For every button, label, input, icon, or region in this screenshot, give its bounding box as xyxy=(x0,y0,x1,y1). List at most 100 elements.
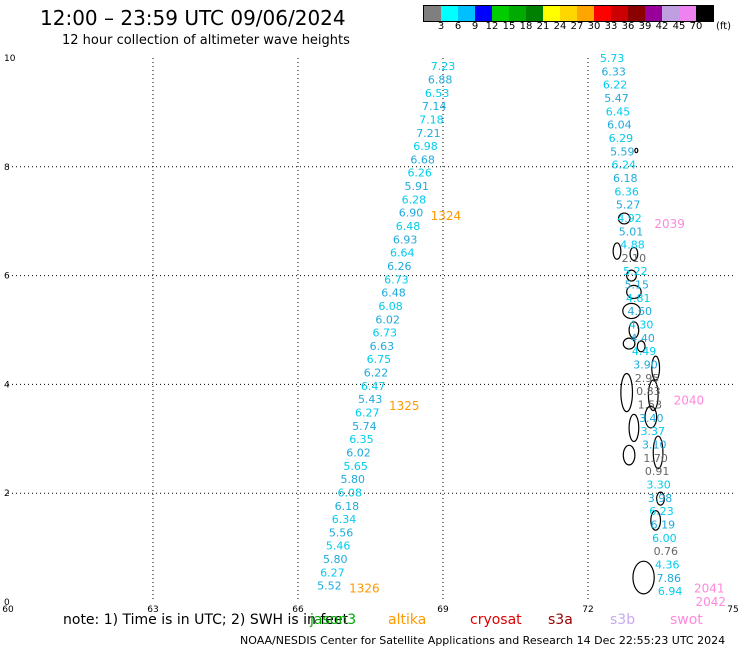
island-outline xyxy=(650,510,662,531)
wave-height-label: 6.26 xyxy=(387,260,412,273)
color-swatch xyxy=(645,6,662,21)
island-outline xyxy=(634,147,639,154)
color-scale-label: 33 xyxy=(604,21,618,32)
wave-height-label: 3.10 xyxy=(642,439,667,452)
wave-height-label: 4.40 xyxy=(630,332,655,345)
color-scale-label: 42 xyxy=(655,21,669,32)
wave-height-label: 4.88 xyxy=(620,239,645,252)
color-scale-label: 18 xyxy=(519,21,533,32)
time-label: 2042 xyxy=(696,595,727,609)
wave-height-label: 6.53 xyxy=(425,87,450,100)
wave-height-label: 6.47 xyxy=(361,380,386,393)
wave-height-label: 6.36 xyxy=(614,185,639,198)
wave-height-label: 6.48 xyxy=(396,220,421,233)
color-swatch xyxy=(628,6,645,21)
wave-height-label: 5.47 xyxy=(604,92,629,105)
wave-height-label: 5.43 xyxy=(358,393,383,406)
wave-height-label: 6.93 xyxy=(393,233,418,246)
wave-height-label: 6.94 xyxy=(658,585,683,598)
color-scale-label: 15 xyxy=(502,21,516,32)
color-swatch xyxy=(441,6,458,21)
satellite-legend-item: jason3 xyxy=(310,612,357,628)
wave-height-label: 5.01 xyxy=(619,225,644,238)
y-tick-label: 10 xyxy=(4,54,16,64)
x-tick-label: 63 xyxy=(147,605,158,615)
color-swatch xyxy=(458,6,475,21)
wave-height-label: 5.91 xyxy=(405,180,430,193)
wave-height-label: 6.02 xyxy=(346,446,371,459)
wave-height-label: 6.08 xyxy=(338,486,363,499)
color-scale-label: 12 xyxy=(485,21,499,32)
wave-height-label: 5.59 xyxy=(610,145,635,158)
color-swatch xyxy=(662,6,679,21)
island-outline xyxy=(656,491,665,506)
wave-height-label: 1.70 xyxy=(643,452,668,465)
x-tick-label: 72 xyxy=(582,605,593,615)
wave-height-label: 6.27 xyxy=(355,407,380,420)
wave-height-label: 6.18 xyxy=(613,172,638,185)
color-swatch xyxy=(594,6,611,21)
wave-height-label: 6.00 xyxy=(652,532,677,545)
island-outline xyxy=(644,405,658,429)
wave-height-label: 7.14 xyxy=(422,100,447,113)
wave-height-label: 6.08 xyxy=(378,300,403,313)
island-outline xyxy=(652,435,664,470)
wave-height-label: 5.73 xyxy=(600,52,625,65)
wave-height-label: 6.04 xyxy=(607,119,632,132)
island-outline xyxy=(632,560,655,595)
wave-height-label: 6.22 xyxy=(603,79,628,92)
color-scale-label: 30 xyxy=(587,21,601,32)
color-swatch xyxy=(679,6,696,21)
x-tick-label: 66 xyxy=(292,605,304,615)
wave-height-label: 4.81 xyxy=(626,292,651,305)
wave-height-label: 5.65 xyxy=(343,460,368,473)
x-tick-label: 60 xyxy=(2,605,14,615)
color-scale-label: 24 xyxy=(553,21,567,32)
wave-height-label: 6.34 xyxy=(332,513,357,526)
wave-height-label: 7.86 xyxy=(656,572,681,585)
wave-height-label: 5.46 xyxy=(326,540,351,553)
island-outline xyxy=(626,269,637,282)
y-tick-label: 4 xyxy=(4,380,10,390)
wave-height-label: 6.33 xyxy=(601,65,626,78)
wave-height-label: 6.68 xyxy=(410,153,435,166)
wave-height-label: 4.49 xyxy=(632,345,657,358)
wave-height-label: 6.24 xyxy=(612,159,637,172)
time-label: 1325 xyxy=(389,399,420,413)
island-outline xyxy=(626,284,642,300)
satellite-legend-item: s3a xyxy=(548,612,573,628)
satellite-legend-item: altika xyxy=(388,612,427,628)
color-swatch xyxy=(577,6,594,21)
color-scale-label: 45 xyxy=(672,21,686,32)
x-tick-label: 75 xyxy=(727,605,738,615)
time-label: 2040 xyxy=(674,394,705,408)
wave-height-label: 6.23 xyxy=(649,505,674,518)
color-swatch xyxy=(424,6,441,21)
wave-height-label: 6.18 xyxy=(335,500,360,513)
color-scale-label: 9 xyxy=(471,21,479,32)
color-scale-label: 39 xyxy=(638,21,652,32)
wave-height-label: 6.19 xyxy=(651,518,676,531)
wave-height-label: 0.76 xyxy=(654,545,679,558)
wave-height-label: 0.83 xyxy=(636,385,661,398)
time-label: 2041 xyxy=(694,581,725,595)
island-outline xyxy=(622,302,641,320)
wave-height-label: 7.21 xyxy=(416,127,441,140)
wave-height-label: 5.27 xyxy=(616,199,641,212)
time-label: 1324 xyxy=(431,209,462,223)
wave-height-label: 6.73 xyxy=(373,327,398,340)
color-scale-label: 70 xyxy=(689,21,703,32)
island-outline xyxy=(629,246,639,261)
island-outline xyxy=(622,444,636,466)
x-tick-label: 69 xyxy=(437,605,449,615)
wave-height-label: 3.30 xyxy=(646,478,671,491)
wave-height-label: 4.92 xyxy=(617,212,642,225)
island-outline xyxy=(612,242,622,260)
wave-height-label: 3.98 xyxy=(648,492,673,505)
color-scale-bar xyxy=(423,5,714,22)
color-swatch xyxy=(560,6,577,21)
wave-height-label: 5.74 xyxy=(352,420,377,433)
color-scale-unit: (ft) xyxy=(716,21,732,32)
island-outline xyxy=(647,379,659,412)
wave-height-label: 3.90 xyxy=(633,359,658,372)
